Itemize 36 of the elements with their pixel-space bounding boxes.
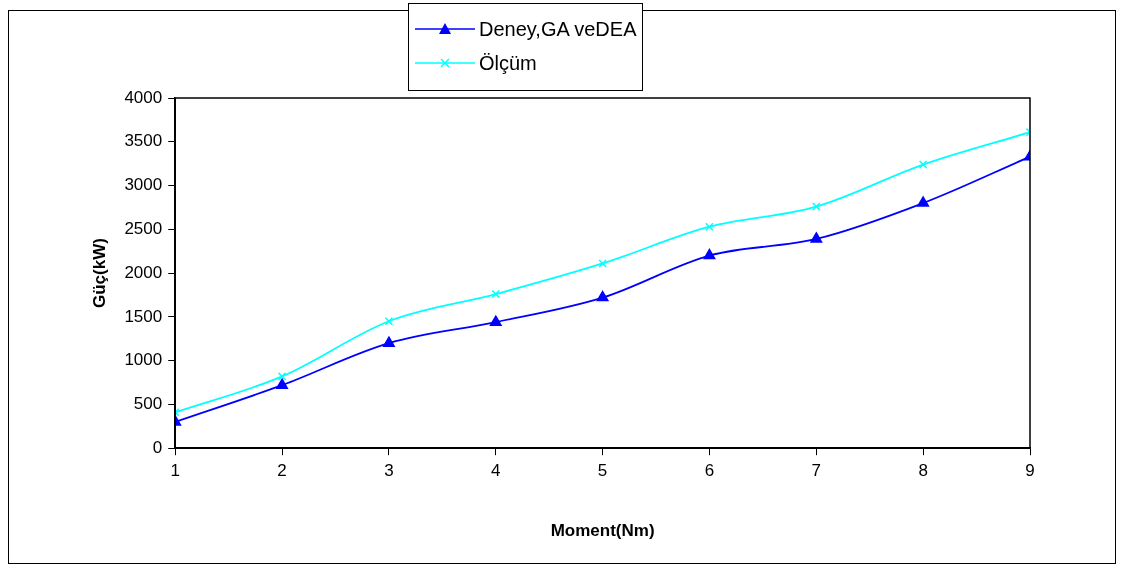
x-tick-label: 6 [704,461,715,481]
x-tick-label: 3 [384,461,394,481]
x-tick-label: 9 [1025,461,1035,481]
legend-label: Ölçüm [479,51,537,75]
point [810,232,823,243]
y-tick-label: 500 [133,394,163,414]
x-tick-label: 1 [170,461,180,481]
point [596,290,609,302]
point [489,315,502,326]
x-axis-title: Moment(Nm) [550,521,655,541]
x-tick-label: 7 [811,461,822,481]
point [491,289,501,299]
point [598,259,607,268]
x-tick-label: 5 [597,461,608,481]
point [382,336,395,347]
point [918,160,928,169]
y-tick-label: 1500 [124,306,163,326]
x-tick-label: 4 [491,461,501,481]
y-tick-label: 2000 [124,262,163,282]
point [703,248,716,260]
point [276,378,289,389]
point [705,222,714,231]
y-tick-label: 4000 [124,87,163,107]
y-tick-label: 3000 [124,175,163,195]
x-tick-label: 2 [277,461,287,481]
y-axis-title: Güç(kW) [89,238,109,309]
legend-label: Deney,GA veDEA [479,17,637,41]
point [277,372,287,381]
y-tick-label: 1000 [124,350,163,370]
y-tick-label: 0 [152,437,163,457]
point [812,202,821,211]
y-tick-label: 2500 [124,219,163,239]
y-tick-label: 3500 [124,131,163,151]
point [384,316,394,326]
x-tick-label: 8 [918,461,928,481]
point [917,196,930,207]
